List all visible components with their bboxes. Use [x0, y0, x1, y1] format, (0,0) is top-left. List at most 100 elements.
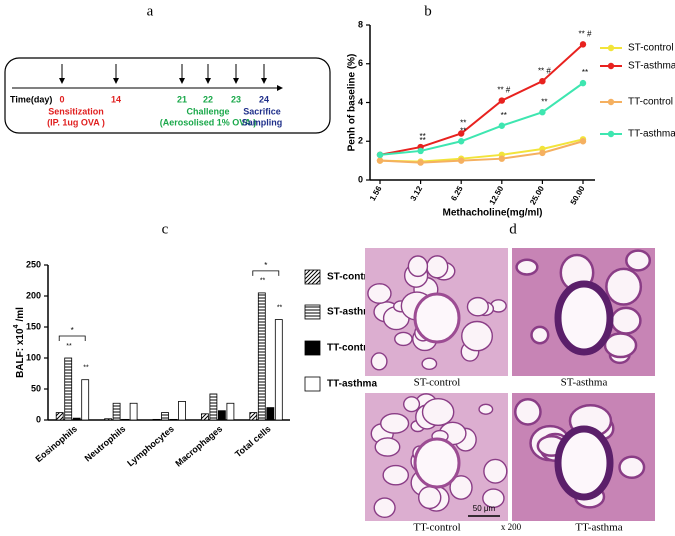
day-label: 23 — [231, 94, 241, 104]
histology-caption: TT-asthma — [575, 522, 622, 534]
data-point — [376, 151, 384, 159]
y-tick-label: 100 — [26, 352, 41, 362]
airspace — [449, 475, 473, 500]
airway — [554, 280, 614, 356]
airspace — [466, 296, 489, 317]
y-axis-label: BALF: x104/ml — [13, 307, 26, 378]
legend-label: ST-asthma — [628, 61, 675, 72]
scale-bar-label: 50 μm — [473, 504, 496, 513]
airspace — [461, 320, 493, 352]
phase-label: (IP. 1ug OVA ) — [47, 117, 105, 127]
significance: ** — [260, 278, 266, 285]
bar — [169, 418, 178, 421]
airspace — [482, 488, 505, 509]
significance-bracket — [252, 270, 280, 276]
airspace — [418, 485, 442, 510]
legend-marker — [607, 62, 615, 70]
data-point — [498, 155, 505, 162]
day-label: 14 — [111, 94, 121, 104]
panel-label: d — [509, 221, 517, 237]
data-point — [458, 130, 465, 137]
significance: ** # — [538, 66, 551, 75]
significance: ** # — [579, 29, 592, 38]
legend-swatch — [304, 376, 321, 392]
y-tick-label: 8 — [358, 19, 363, 29]
significance-bracket — [58, 335, 86, 341]
time-label: Time(day) — [10, 94, 52, 104]
bar — [121, 418, 129, 421]
data-point — [498, 122, 505, 129]
bar — [81, 379, 90, 421]
airspace — [380, 412, 410, 434]
legend-marker — [607, 98, 615, 106]
bar — [209, 393, 218, 421]
y-tick-label: 250 — [26, 259, 41, 269]
legend-swatch — [304, 304, 321, 320]
y-tick-label: 2 — [358, 136, 363, 146]
airspace — [603, 332, 638, 359]
legend-label: TT-asthma — [628, 129, 675, 140]
airspace — [421, 357, 438, 371]
bar — [274, 319, 283, 421]
panel-label: a — [147, 3, 154, 19]
significance: ** # — [497, 86, 510, 95]
x-tick-label: 12.50 — [488, 184, 506, 206]
day-label: 0 — [59, 94, 64, 104]
legend-label: ST-control — [327, 272, 377, 283]
significance: ** — [419, 136, 425, 145]
legend-label: ST-control — [628, 43, 674, 54]
significance: ** — [277, 304, 283, 311]
significance: ** — [419, 132, 425, 141]
data-point — [539, 77, 546, 85]
bar — [72, 417, 81, 421]
airspace — [421, 397, 455, 427]
y-axis-label: Penh of baseline (%) — [347, 54, 358, 152]
histology-caption: ST-asthma — [561, 377, 608, 389]
airspace — [618, 455, 646, 480]
bar — [64, 357, 73, 421]
airspace — [530, 325, 550, 345]
airspace — [478, 403, 494, 415]
airway — [413, 292, 461, 344]
x-tick-label: 6.25 — [449, 184, 465, 202]
x-axis-label: Methacholine(mg/ml) — [442, 208, 542, 219]
legend-label: ST-asthma — [327, 307, 378, 318]
series-line — [379, 43, 584, 156]
data-point — [539, 149, 546, 157]
airspace — [625, 249, 652, 272]
bar — [112, 402, 121, 421]
bar — [152, 418, 161, 421]
bar — [161, 412, 169, 421]
airspace — [407, 255, 429, 278]
data-point — [579, 79, 587, 87]
legend-marker — [607, 130, 615, 138]
series-line — [379, 140, 584, 164]
bar — [217, 410, 226, 421]
significance: ** — [460, 126, 466, 135]
x-tick-label: Lymphocytes — [125, 424, 176, 469]
significance: ** — [66, 343, 72, 350]
bar — [129, 402, 138, 421]
y-tick-label: 6 — [358, 58, 363, 68]
bar — [55, 412, 64, 421]
x-tick-label: Macrophages — [173, 424, 224, 469]
x-tick-label: 1.56 — [368, 184, 384, 202]
bar — [226, 402, 235, 421]
airspace — [373, 497, 396, 518]
y-tick-label: 200 — [26, 290, 41, 300]
data-point — [376, 157, 384, 164]
airspace — [394, 331, 413, 347]
significance: ** — [541, 97, 547, 106]
data-point — [458, 157, 465, 164]
bar — [257, 292, 266, 421]
legend-label: TT-control — [327, 343, 376, 354]
x-tick-label: Eosinophils — [34, 424, 80, 464]
airway — [413, 437, 461, 489]
y-label-part: BALF: x10 — [15, 328, 26, 378]
data-point — [458, 138, 465, 145]
airspace — [513, 398, 542, 426]
airspace — [367, 283, 392, 304]
airspace — [483, 458, 508, 484]
data-point — [579, 138, 587, 145]
